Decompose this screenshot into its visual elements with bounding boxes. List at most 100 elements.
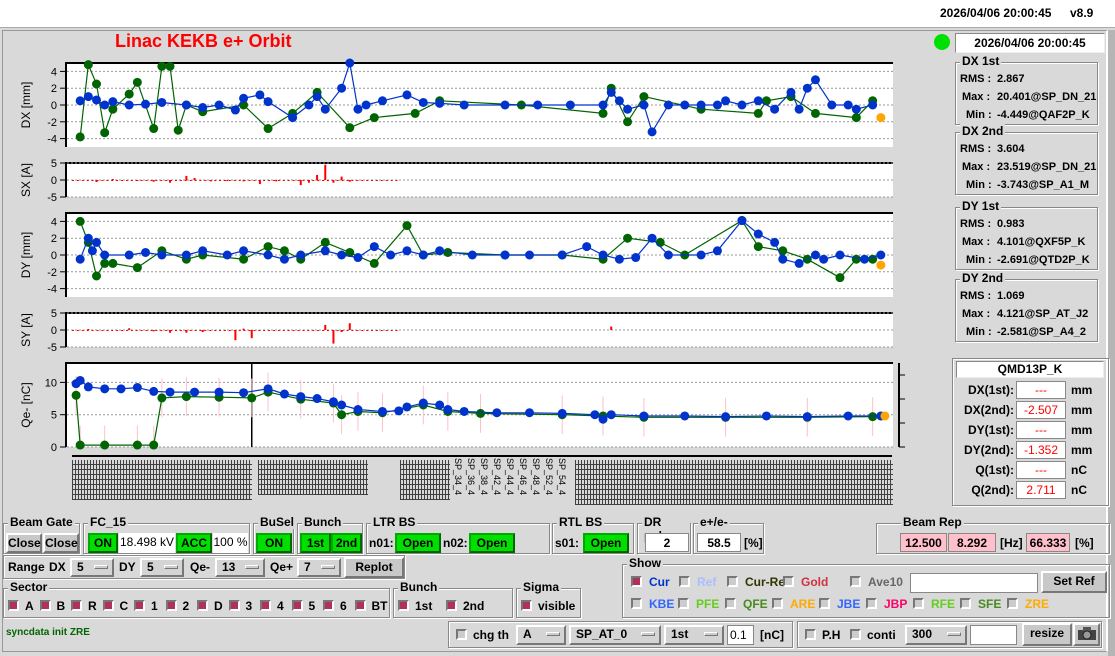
chg-bunch-select[interactable]: 1st	[664, 625, 724, 645]
chg-monitor-value: SP_AT_0	[576, 627, 628, 641]
stats-title: DY 2nd	[960, 271, 1006, 285]
show-sfe-checkbox[interactable]	[960, 598, 971, 609]
n01-open-button[interactable]: Open	[395, 533, 441, 553]
count-select[interactable]: 300	[905, 625, 967, 645]
chg-monitor-select[interactable]: SP_AT_0	[569, 625, 661, 645]
show-pfe-checkbox[interactable]	[678, 598, 689, 609]
data-point	[304, 100, 314, 110]
chg-sector-select[interactable]: A	[516, 625, 566, 645]
data-point	[402, 402, 412, 412]
n02-open-button[interactable]: Open	[469, 533, 515, 553]
steering-bar	[226, 180, 229, 182]
camera-button[interactable]	[1073, 623, 1100, 646]
data-point	[337, 400, 347, 410]
show-cur-ref-checkbox[interactable]	[727, 576, 738, 587]
steering-bar	[184, 330, 187, 331]
chg-th-checkbox[interactable]	[456, 629, 467, 640]
sector-2-checkbox[interactable]	[165, 600, 177, 611]
range-qe-minus-value: 13	[222, 560, 236, 574]
steering-bar	[91, 330, 94, 331]
bunch-1st-checkbox[interactable]	[398, 600, 409, 611]
scrollbar[interactable]	[1108, 30, 1115, 656]
y-tick-label: 5	[51, 410, 57, 422]
x-tick-label: SP_44_4	[505, 458, 515, 496]
dropdown-icon	[164, 565, 178, 569]
steering-bar	[287, 330, 290, 331]
show-jbe-checkbox[interactable]	[819, 598, 830, 609]
data-point	[230, 105, 240, 115]
ratio-value: 58.5	[697, 533, 741, 552]
show-kbe-checkbox[interactable]	[631, 598, 642, 609]
steering-bar	[86, 180, 89, 181]
sector-5-checkbox[interactable]	[291, 600, 303, 611]
range-qe-minus-select[interactable]: 13	[215, 558, 265, 577]
beam-gate-close-1-button[interactable]: Close	[6, 533, 42, 553]
bunch-1st-button[interactable]: 1st	[300, 533, 331, 553]
rms-value: 1.069	[997, 290, 1025, 302]
sector-c-checkbox[interactable]	[102, 600, 114, 611]
sector-r-checkbox[interactable]	[71, 600, 82, 611]
show-rfe-checkbox[interactable]	[913, 598, 924, 609]
steering-bar	[81, 330, 84, 331]
rms-label: RMS :	[960, 73, 992, 85]
ph-input[interactable]	[970, 625, 1017, 645]
ph-checkbox[interactable]	[805, 629, 816, 640]
show-ave10-checkbox[interactable]	[850, 576, 861, 587]
range-dx-select[interactable]: 5	[70, 558, 114, 577]
sector-b-checkbox[interactable]	[39, 600, 51, 611]
data-point	[369, 113, 379, 123]
steering-bar	[155, 330, 158, 331]
data-point	[181, 392, 191, 402]
show-ref-checkbox[interactable]	[679, 576, 690, 587]
data-point	[71, 390, 81, 400]
show-zre-checkbox[interactable]	[1007, 598, 1018, 609]
show-cur-checkbox[interactable]	[631, 576, 642, 587]
conti-checkbox[interactable]	[850, 629, 861, 640]
range-dy-select[interactable]: 5	[140, 558, 184, 577]
conti-label: conti	[867, 628, 896, 642]
beam-gate-close-2-button[interactable]: Close	[43, 533, 79, 553]
steering-bar	[87, 328, 90, 330]
steering-bar	[219, 330, 222, 331]
show-gold-checkbox[interactable]	[783, 576, 794, 587]
sector-d-checkbox[interactable]	[197, 600, 208, 611]
data-point	[680, 100, 690, 110]
data-point	[459, 100, 469, 110]
bunch-2nd-checkbox[interactable]	[446, 600, 457, 611]
sigma-visible-checkbox[interactable]	[521, 600, 532, 611]
resize-button[interactable]: resize	[1022, 623, 1072, 646]
fc15-on-button[interactable]: ON	[88, 533, 118, 553]
fc15-acc-button[interactable]: ACC	[176, 533, 212, 553]
data-point	[87, 246, 97, 256]
bunch-2nd-button[interactable]: 2nd	[331, 533, 362, 553]
set-ref-button[interactable]: Set Ref	[1041, 571, 1107, 593]
s01-open-button[interactable]: Open	[583, 533, 629, 553]
sector-3-checkbox[interactable]	[228, 600, 240, 611]
range-qe-plus-select[interactable]: 7	[297, 558, 341, 577]
steering-bar	[116, 180, 119, 181]
show-are-checkbox[interactable]	[772, 598, 783, 609]
steering-bar	[299, 180, 302, 186]
show-jbp-checkbox[interactable]	[866, 598, 877, 609]
data-point	[778, 254, 788, 264]
steering-bar	[193, 177, 196, 180]
busel-on-button[interactable]: ON	[256, 533, 292, 553]
fc15-group: FC_15 ON 18.498 kV ACC 100 %	[83, 515, 250, 554]
data-point	[802, 83, 812, 93]
sector-1-checkbox[interactable]	[134, 600, 145, 611]
replot-button[interactable]: Replot	[344, 557, 404, 578]
sector-a-checkbox[interactable]	[8, 600, 19, 611]
steering-bar	[243, 180, 246, 181]
x-tick-label: SP_42_4	[492, 458, 502, 496]
data-point	[639, 411, 649, 421]
range-group: Range DX 5 DY 5 Qe- 13 Qe+ 7 Replot	[3, 555, 405, 579]
sector-bt-checkbox[interactable]	[354, 600, 366, 611]
steering-bar	[169, 180, 172, 183]
show-qfe-checkbox[interactable]	[725, 598, 736, 609]
monitor-row-value: ---	[1016, 381, 1066, 399]
chg-threshold-input[interactable]: 0.1	[727, 625, 754, 645]
data-point	[835, 273, 845, 283]
sector-4-checkbox[interactable]	[260, 600, 271, 611]
show-ref-input[interactable]	[910, 573, 1038, 593]
sector-6-checkbox[interactable]	[323, 600, 334, 611]
